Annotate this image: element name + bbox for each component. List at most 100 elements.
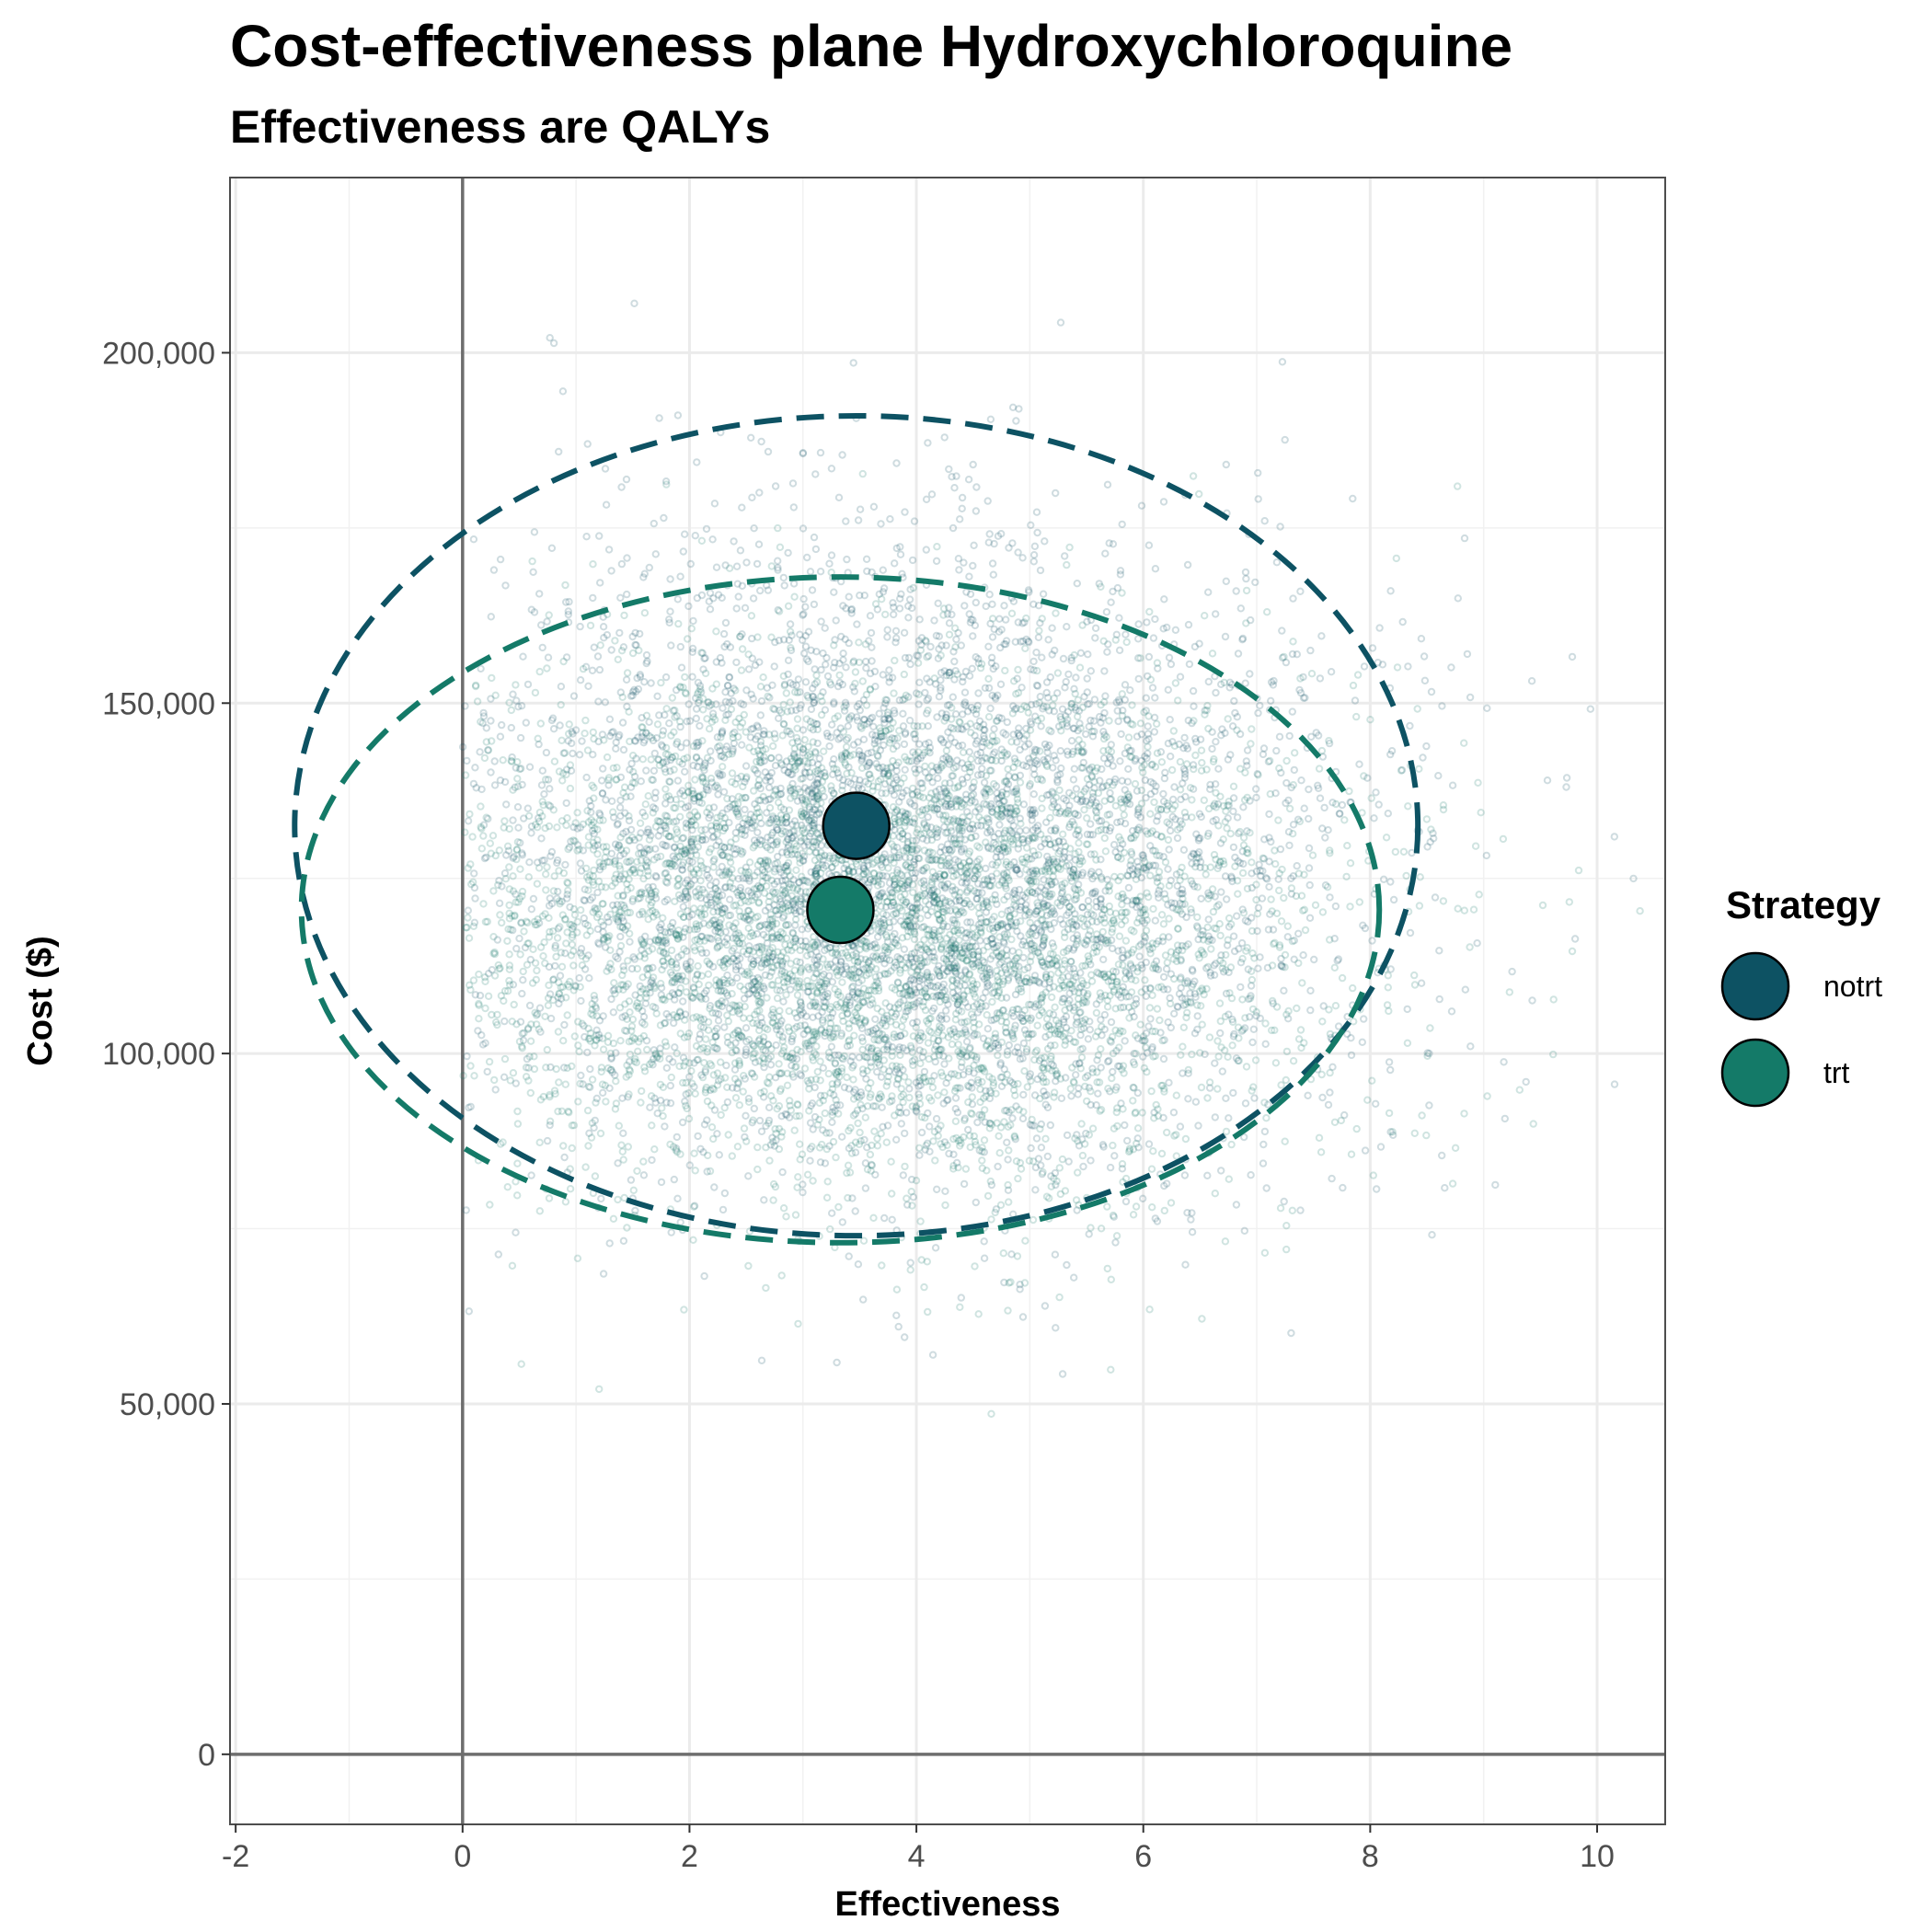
sim-point — [1334, 955, 1343, 963]
sim-point — [1010, 754, 1019, 763]
sim-point — [1500, 1058, 1508, 1066]
sim-point — [1153, 817, 1161, 825]
sim-point — [1029, 924, 1037, 933]
sim-point — [776, 865, 784, 873]
sim-point — [926, 891, 935, 900]
sim-point — [986, 415, 995, 423]
sim-point — [1176, 1122, 1185, 1131]
sim-point — [806, 1002, 814, 1010]
sim-point — [961, 1028, 970, 1037]
sim-point — [1022, 1048, 1031, 1056]
sim-point — [666, 928, 675, 937]
sim-point — [945, 619, 954, 627]
sim-point — [1029, 765, 1039, 773]
sim-point — [1118, 520, 1126, 529]
sim-point — [734, 875, 742, 883]
sim-point — [988, 691, 996, 700]
sim-point — [1491, 1180, 1500, 1190]
sim-point — [906, 660, 914, 669]
sim-point — [1000, 930, 1009, 938]
sim-point — [1136, 813, 1145, 822]
sim-point — [949, 834, 959, 843]
sim-point — [804, 841, 813, 849]
sim-point — [949, 886, 957, 895]
sim-point — [1234, 650, 1243, 658]
sim-point — [1386, 878, 1395, 886]
sim-point — [1062, 1023, 1071, 1032]
sim-point — [985, 1094, 995, 1103]
sim-point — [1089, 911, 1098, 919]
sim-point — [537, 781, 546, 789]
sim-point — [776, 1019, 785, 1029]
sim-point — [1118, 946, 1127, 954]
sim-point — [1435, 947, 1443, 955]
sim-point — [795, 878, 803, 887]
sim-point — [1263, 875, 1271, 883]
sim-point — [935, 785, 944, 794]
sim-point — [619, 891, 627, 900]
sim-point — [954, 628, 962, 638]
sim-point — [905, 980, 914, 989]
sim-point — [918, 834, 927, 843]
sim-point — [1097, 900, 1105, 908]
sim-point — [624, 1093, 632, 1101]
sim-point — [979, 738, 987, 746]
sim-point — [1019, 838, 1028, 847]
sim-point — [1150, 728, 1159, 736]
sim-point — [786, 763, 794, 771]
sim-point — [1069, 964, 1078, 973]
sim-point — [924, 911, 932, 920]
sim-point — [626, 836, 634, 845]
sim-point — [1156, 852, 1164, 860]
sim-point — [746, 733, 755, 742]
sim-point — [807, 814, 815, 822]
sim-point — [1107, 1018, 1116, 1027]
sim-point — [1085, 781, 1094, 789]
sim-point — [1145, 945, 1155, 954]
sim-point — [657, 1178, 666, 1187]
sim-point — [480, 854, 489, 863]
sim-point — [903, 880, 912, 889]
sim-point — [963, 886, 972, 895]
sim-point — [959, 1071, 968, 1079]
sim-point — [696, 798, 704, 807]
sim-point — [684, 602, 693, 611]
sim-point — [772, 838, 780, 846]
sim-point — [1000, 1278, 1008, 1287]
sim-point — [974, 689, 983, 697]
sim-point — [469, 535, 478, 544]
sim-point — [1093, 917, 1101, 926]
sim-point — [1019, 1039, 1029, 1048]
sim-point — [1216, 839, 1225, 847]
sim-point — [1139, 1052, 1147, 1061]
sim-point — [1044, 856, 1053, 864]
sim-point — [934, 1047, 943, 1055]
sim-point — [755, 884, 765, 892]
sim-point — [703, 1116, 711, 1124]
sim-point — [997, 792, 1006, 800]
sim-point — [1201, 1050, 1209, 1059]
sim-point — [989, 924, 997, 932]
sim-point — [751, 1058, 760, 1066]
sim-point — [1072, 830, 1080, 839]
sim-point — [1134, 863, 1143, 871]
sim-point — [891, 709, 899, 718]
sim-point — [919, 867, 927, 875]
sim-point — [640, 678, 649, 686]
sim-point — [706, 1002, 715, 1010]
sim-point — [1079, 988, 1088, 997]
sim-point — [1253, 770, 1262, 778]
sim-point — [973, 771, 983, 779]
sim-point — [920, 958, 928, 967]
sim-point — [694, 741, 702, 750]
sim-point — [1078, 1044, 1087, 1053]
sim-point — [830, 963, 838, 972]
sim-point — [880, 769, 888, 777]
sim-point — [683, 848, 691, 857]
sim-point — [614, 820, 622, 828]
sim-point — [1089, 717, 1098, 725]
sim-point — [623, 590, 631, 599]
sim-point — [826, 681, 835, 689]
sim-point — [616, 811, 625, 821]
sim-point — [588, 666, 597, 674]
